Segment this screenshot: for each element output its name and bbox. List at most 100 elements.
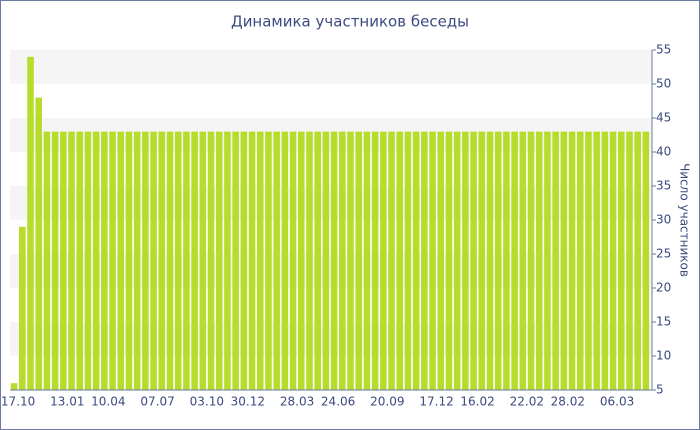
bar [503, 131, 510, 390]
y-tick-label: 5 [656, 383, 664, 397]
bar [511, 131, 518, 390]
bar [68, 131, 75, 390]
x-tick-label: 13.01 [50, 395, 84, 409]
y-tick-label: 10 [656, 349, 671, 363]
bar [494, 131, 502, 390]
bar [527, 131, 535, 390]
y-tick-label: 25 [656, 247, 671, 261]
bar [191, 131, 198, 390]
bar [634, 131, 641, 390]
x-tick-label: 06.03 [600, 395, 634, 409]
y-tick-label: 35 [656, 179, 671, 193]
bar [133, 131, 141, 390]
bar [388, 131, 395, 390]
bar [158, 131, 166, 390]
bar [339, 131, 346, 390]
bar [174, 131, 182, 390]
bar [371, 131, 379, 390]
bar [322, 131, 330, 390]
x-tick-label: 20.09 [370, 395, 404, 409]
bar [380, 131, 387, 390]
x-tick-label: 10.04 [91, 395, 125, 409]
bar [84, 131, 92, 390]
bar [618, 131, 625, 390]
bar [76, 131, 84, 390]
bar [486, 131, 494, 390]
bar [125, 131, 133, 390]
x-tick-label: 28.02 [551, 395, 585, 409]
bar [273, 131, 280, 390]
y-tick-label: 55 [656, 43, 671, 57]
bar [19, 226, 26, 390]
y-tick-label: 45 [656, 111, 671, 125]
bar [568, 131, 576, 390]
bar [215, 131, 223, 390]
y-tick-label: 40 [656, 145, 671, 159]
bar [445, 131, 453, 390]
x-tick-label: 17.12 [419, 395, 453, 409]
bar [519, 131, 527, 390]
bar [404, 131, 412, 390]
bar [642, 131, 650, 390]
bar [183, 131, 190, 390]
x-tick-label: 16.02 [460, 395, 494, 409]
bar [462, 131, 469, 390]
bar [43, 131, 51, 390]
chart-title: Динамика участников беседы [231, 13, 469, 31]
bar [330, 131, 338, 390]
x-tick-label: 03.10 [190, 395, 224, 409]
bar [232, 131, 239, 390]
x-tick-label: 30.12 [231, 395, 265, 409]
bar [289, 131, 297, 390]
y-axis-label: Число участников [678, 163, 692, 277]
x-tick-label: 07.07 [140, 395, 174, 409]
y-tick-label: 50 [656, 77, 671, 91]
bar [10, 383, 18, 390]
bar [142, 131, 149, 390]
bar [224, 131, 231, 390]
bar [109, 131, 116, 390]
bar [363, 131, 371, 390]
bar [601, 131, 609, 390]
x-tick-label: 28.03 [280, 395, 314, 409]
bar [60, 131, 67, 390]
bar [429, 131, 436, 390]
bar [593, 131, 600, 390]
bar [306, 131, 313, 390]
bar [281, 131, 289, 390]
x-tick-label: 17.10 [1, 395, 35, 409]
bar [560, 131, 568, 390]
bar [412, 131, 420, 390]
bar [35, 97, 42, 390]
bar [552, 131, 559, 390]
bar [585, 131, 592, 390]
bar [470, 131, 477, 390]
bar [478, 131, 486, 390]
x-tick-label: 22.02 [510, 395, 544, 409]
bar [166, 131, 174, 390]
bar [576, 131, 584, 390]
bar [535, 131, 543, 390]
bar [27, 56, 34, 391]
bar [150, 131, 157, 390]
bar [314, 131, 321, 390]
bar [355, 131, 362, 390]
bar [92, 131, 100, 390]
bar [117, 131, 125, 390]
bar [298, 131, 305, 390]
bar [101, 131, 108, 390]
bar [256, 131, 264, 390]
y-tick-label: 30 [656, 213, 671, 227]
bar [626, 131, 633, 390]
bar [265, 131, 272, 390]
bar [248, 131, 256, 390]
bar [421, 131, 428, 390]
bar [453, 131, 461, 390]
bar [240, 131, 248, 390]
bar [347, 131, 354, 390]
bar [437, 131, 445, 390]
x-tick-label: 24.06 [321, 395, 355, 409]
grid-band [10, 50, 652, 84]
bar [207, 131, 215, 390]
